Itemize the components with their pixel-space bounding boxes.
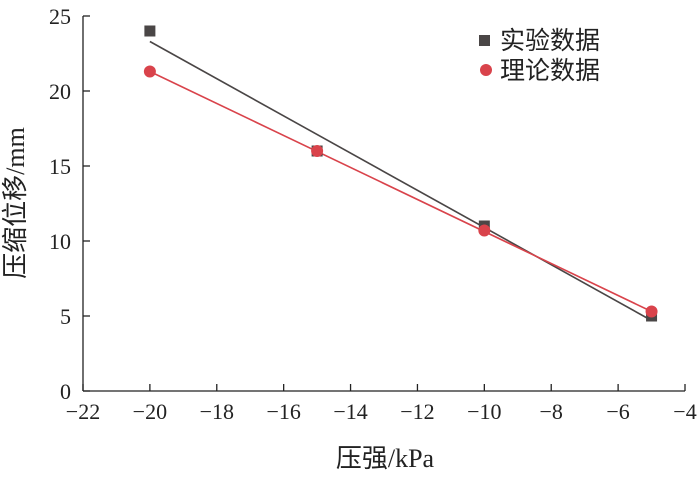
- x-tick-label: −22: [66, 399, 100, 424]
- data-point-theoretical: [143, 65, 156, 78]
- x-tick-label: −6: [606, 399, 629, 424]
- legend-marker-experimental: [479, 35, 490, 46]
- ticks: −22 −20 −18 −16 −14 −12 −10 −8 −6 −4 0 5 10 15 20 25: [49, 4, 697, 424]
- trend-line-experimental: [149, 40, 652, 322]
- data-point-experimental: [144, 25, 156, 37]
- legend-label-theoretical: 理论数据: [500, 57, 600, 85]
- legend-marker-theoretical: [480, 64, 492, 76]
- y-tick-label: 25: [49, 4, 71, 29]
- y-tick-label: 15: [49, 154, 71, 179]
- data-markers: [143, 25, 658, 322]
- y-axis-title: 压缩位移/mm: [1, 127, 30, 279]
- x-axis-title: 压强/kPa: [336, 444, 435, 473]
- y-tick-label: 5: [60, 304, 71, 329]
- x-tick-label: −10: [467, 399, 501, 424]
- legend-label-experimental: 实验数据: [500, 27, 600, 55]
- y-tick-label: 10: [49, 229, 71, 254]
- y-tick-label: 20: [49, 79, 71, 104]
- data-point-theoretical: [478, 224, 491, 237]
- x-tick-label: −14: [333, 399, 367, 424]
- x-tick-label: −12: [400, 399, 434, 424]
- x-tick-label: −20: [133, 399, 167, 424]
- y-tick-label: 0: [60, 379, 71, 404]
- data-point-theoretical: [311, 145, 324, 157]
- trend-line-theoretical: [149, 70, 652, 313]
- x-tick-label: −4: [673, 399, 696, 424]
- x-tick-label: −18: [200, 399, 234, 424]
- legend: 实验数据 理论数据: [479, 27, 600, 85]
- axes: [82, 16, 685, 392]
- data-point-theoretical: [645, 305, 658, 318]
- x-tick-label: −8: [540, 399, 563, 424]
- trend-lines: [149, 40, 652, 322]
- x-tick-label: −16: [266, 399, 300, 424]
